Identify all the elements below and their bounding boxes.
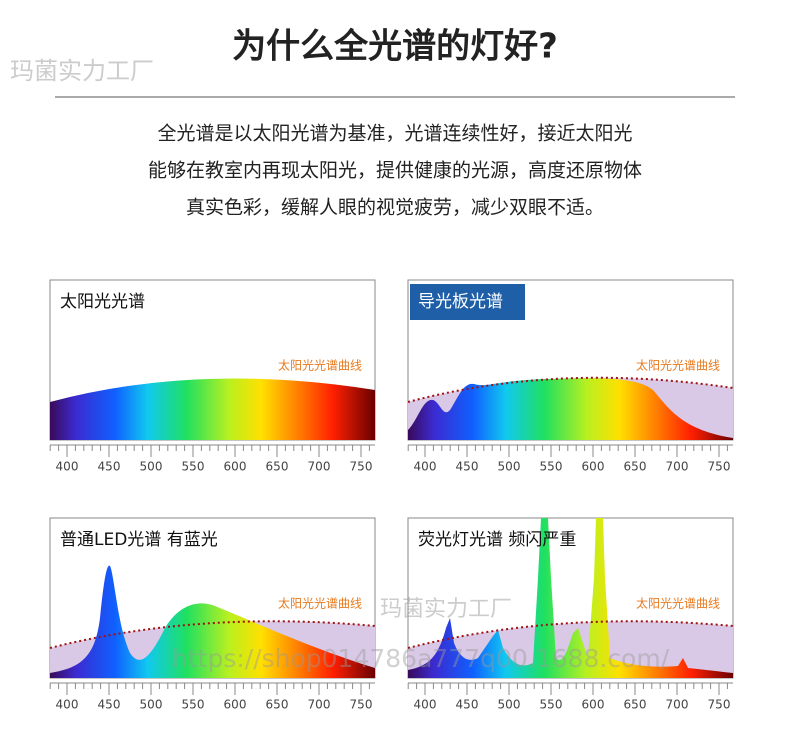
tick-label: 550 <box>182 698 205 712</box>
tick-label: 750 <box>350 460 373 474</box>
tick-label: 500 <box>140 460 163 474</box>
title-highlight <box>410 284 525 320</box>
watermark-url: https://shop014786a777q00.1688.com/ <box>172 644 670 673</box>
tick-label: 750 <box>350 698 373 712</box>
tick-label: 550 <box>540 698 563 712</box>
tick-label: 500 <box>498 698 521 712</box>
tick-label: 700 <box>308 460 331 474</box>
axes: 400 450 500 550 600 650 700 750 400 450 500 550 600 6… <box>49 444 733 712</box>
tick-label: 700 <box>666 460 689 474</box>
tick-label: 650 <box>266 460 289 474</box>
tick-label: 400 <box>56 460 79 474</box>
sun-curve <box>407 620 734 649</box>
spectrum <box>408 518 733 678</box>
tick-label: 700 <box>308 698 331 712</box>
panel-title: 导光板光谱 <box>418 292 503 312</box>
panel: 导光板光谱 太阳光光谱曲线 <box>407 279 734 441</box>
tick-label: 400 <box>56 698 79 712</box>
tick-label: 500 <box>140 698 163 712</box>
panel-title: 太阳光光谱 <box>60 292 145 312</box>
tick-label: 650 <box>266 698 289 712</box>
tick-label: 450 <box>456 698 479 712</box>
tick-label: 600 <box>582 460 605 474</box>
curve-label: 太阳光光谱曲线 <box>636 596 720 611</box>
intro-line: 真实色彩，缓解人眼的视觉疲劳，减少双眼不适。 <box>186 197 604 219</box>
panel: 太阳光光谱 太阳光光谱曲线 <box>49 279 376 441</box>
sun-curve <box>407 376 734 403</box>
page-title: 为什么全光谱的灯好? <box>232 27 558 67</box>
curve-label: 太阳光光谱曲线 <box>278 358 362 373</box>
intro-line: 能够在教室内再现太阳光，提供健康的光源，高度还原物体 <box>148 160 642 182</box>
spectrum <box>50 565 375 678</box>
tick-label: 600 <box>224 698 247 712</box>
panel-title: 荧光灯光谱 频闪严重 <box>418 530 576 550</box>
tick-label: 600 <box>224 460 247 474</box>
intro-line: 全光谱是以太阳光谱为基准，光谱连续性好，接近太阳光 <box>157 123 632 145</box>
tick-label: 400 <box>414 698 437 712</box>
watermark: 玛菌实力工厂 <box>380 597 512 622</box>
panel: 普通LED光谱 有蓝光 太阳光光谱曲线 <box>49 517 376 679</box>
tick-label: 600 <box>582 698 605 712</box>
tick-label: 500 <box>498 460 521 474</box>
panel: 荧光灯光谱 频闪严重 太阳光光谱曲线 <box>407 517 734 679</box>
sun-curve <box>49 620 376 649</box>
tick-label: 450 <box>456 460 479 474</box>
tick-label: 750 <box>708 698 731 712</box>
tick-label: 400 <box>414 460 437 474</box>
spectrum <box>50 378 375 440</box>
tick-label: 750 <box>708 460 731 474</box>
watermark: 玛菌实力工厂 <box>10 57 154 85</box>
tick-label: 650 <box>624 460 647 474</box>
spectrum <box>408 378 733 440</box>
tick-label: 450 <box>98 460 121 474</box>
tick-label: 450 <box>98 698 121 712</box>
tick-label: 550 <box>540 460 563 474</box>
curve-label: 太阳光光谱曲线 <box>278 596 362 611</box>
curve-label: 太阳光光谱曲线 <box>636 358 720 373</box>
panel-title: 普通LED光谱 有蓝光 <box>60 530 218 550</box>
tick-label: 650 <box>624 698 647 712</box>
tick-label: 550 <box>182 460 205 474</box>
tick-label: 700 <box>666 698 689 712</box>
